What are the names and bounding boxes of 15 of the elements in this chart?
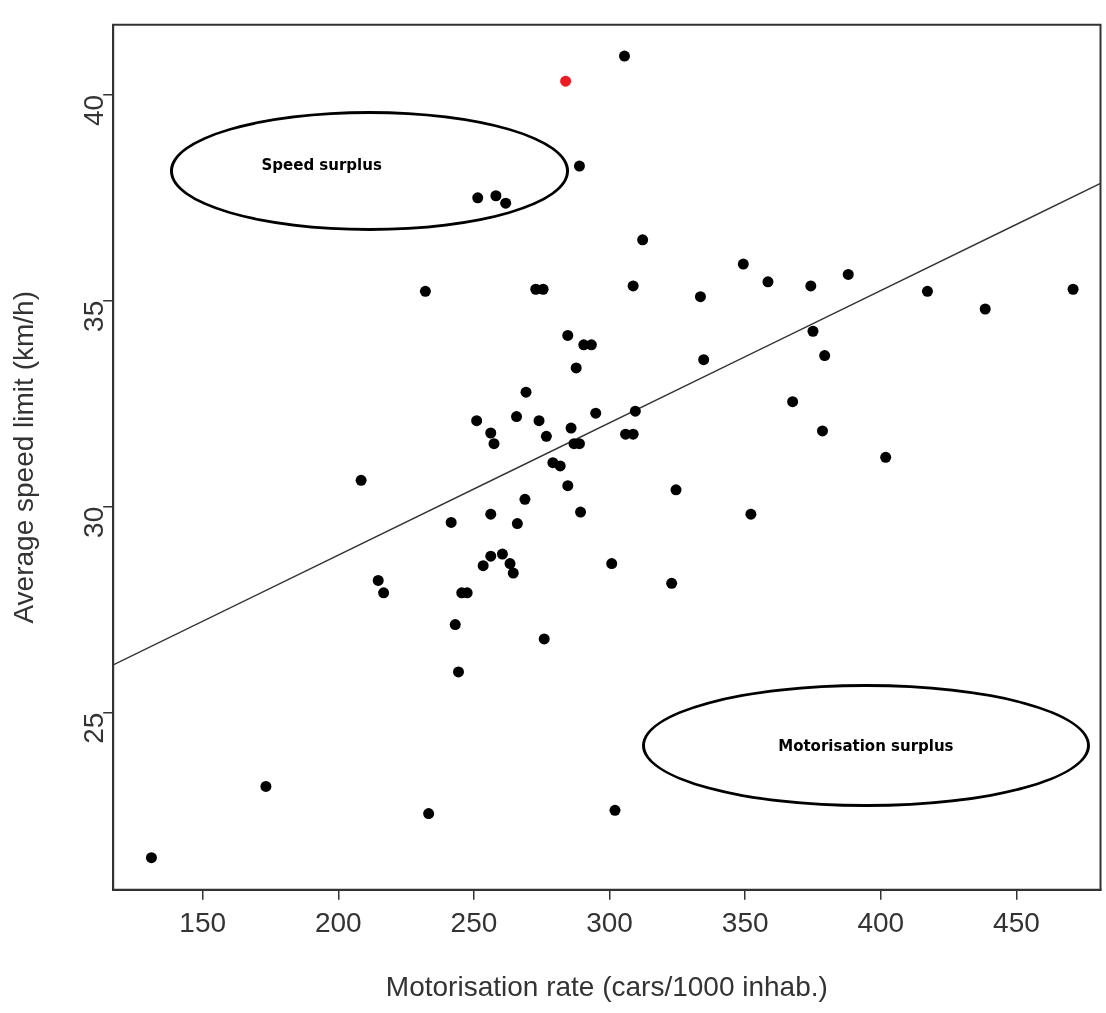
x-tick-label: 400 <box>857 907 905 939</box>
x-tick-label: 250 <box>450 907 498 939</box>
annotation: Motorisation surplus <box>778 736 954 755</box>
y-tick-label: 40 <box>77 94 109 126</box>
x-tick-label: 150 <box>179 907 227 939</box>
x-tick-label: 200 <box>314 907 362 939</box>
annotation: Speed surplus <box>261 156 382 175</box>
x-tick-label: 300 <box>586 907 633 939</box>
x-axis-title: Motorisation rate (cars/1000 inhab.) <box>385 970 828 1002</box>
y-tick-label: 35 <box>77 300 109 332</box>
x-tick-label: 350 <box>721 907 769 939</box>
y-tick-label: 30 <box>77 506 109 538</box>
y-axis-title: Average speed limit (km/h) <box>7 291 39 624</box>
x-tick-label: 450 <box>993 907 1040 939</box>
y-tick-label: 25 <box>77 712 109 744</box>
